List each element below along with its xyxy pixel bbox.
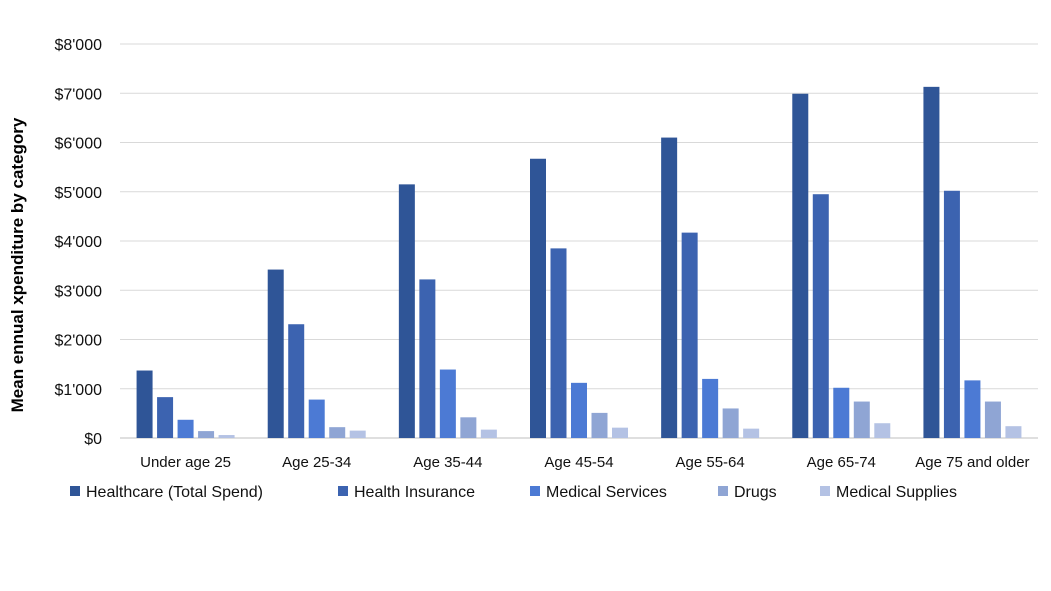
legend-swatch: [530, 486, 540, 496]
bar-medical-services-6: [833, 387, 850, 438]
bar-medical-services-3: [439, 369, 456, 438]
bar-healthcare-total-spend-1: [136, 370, 153, 438]
bar-medical-supplies-4: [612, 427, 628, 438]
legend-swatch: [70, 486, 80, 496]
bar-healthcare-total-spend-6: [792, 93, 809, 439]
bar-medical-supplies-6: [874, 423, 891, 438]
bar-medical-services-1: [177, 419, 194, 438]
y-tick-label: $7'000: [54, 86, 102, 103]
y-axis-ticks: $0 $1'000 $2'000 $3'000 $4'000 $5'000 $6'000 $7…: [54, 37, 102, 448]
bar-drugs-1: [198, 431, 215, 438]
x-category-label: Age 25-34: [282, 454, 351, 471]
y-tick-label: $4'000: [54, 234, 102, 251]
legend-label: Medical Services: [546, 484, 667, 501]
x-category-label: Age 35-44: [413, 454, 482, 471]
y-tick-label: $0: [84, 431, 102, 448]
bar-health-insurance-3: [419, 279, 436, 438]
bar-drugs-4: [591, 412, 608, 438]
gridlines: [120, 43, 1038, 439]
bar-healthcare-total-spend-3: [398, 184, 415, 438]
y-axis-title: Mean ennual xpenditure by category: [8, 117, 27, 412]
y-tick-label: $2'000: [54, 333, 102, 350]
legend: Healthcare (Total Spend) Health Insurance…: [70, 484, 957, 501]
x-axis-categories: Under age 25 Age 25-34 Age 35-44 Age 45-54 A…: [140, 454, 1029, 471]
bar-medical-services-4: [571, 382, 587, 438]
legend-label: Medical Supplies: [836, 484, 957, 501]
legend-label: Health Insurance: [354, 484, 475, 501]
bar-medical-services-7: [964, 380, 981, 438]
bar-drugs-5: [722, 408, 739, 438]
bar-healthcare-total-spend-2: [267, 269, 284, 438]
bar-drugs-3: [460, 417, 477, 438]
x-category-label: Age 55-64: [676, 454, 745, 471]
bar-health-insurance-2: [288, 324, 305, 438]
legend-label: Healthcare (Total Spend): [86, 484, 263, 501]
bar-medical-supplies-1: [218, 435, 235, 438]
bar-drugs-6: [853, 401, 870, 438]
x-category-label: Age 65-74: [807, 454, 876, 471]
x-category-label: Age 75 and older: [915, 454, 1029, 471]
bar-health-insurance-1: [157, 397, 174, 438]
bar-health-insurance-6: [812, 194, 829, 438]
y-tick-label: $6'000: [54, 136, 102, 153]
y-tick-label: $1'000: [54, 382, 102, 399]
bar-medical-services-5: [702, 378, 719, 438]
bar-healthcare-total-spend-7: [923, 86, 940, 438]
bar-medical-supplies-2: [349, 430, 366, 438]
legend-label: Drugs: [734, 484, 777, 501]
bar-health-insurance-5: [681, 232, 698, 438]
legend-swatch: [718, 486, 728, 496]
x-category-label: Under age 25: [140, 454, 231, 471]
y-tick-label: $5'000: [54, 185, 102, 202]
bar-healthcare-total-spend-5: [661, 137, 678, 438]
bar-healthcare-total-spend-4: [530, 158, 546, 438]
bar-medical-supplies-3: [480, 429, 497, 438]
bar-medical-services-2: [308, 399, 325, 438]
bar-health-insurance-4: [550, 248, 567, 438]
bars: [136, 86, 1022, 439]
y-tick-label: $8'000: [54, 37, 102, 54]
legend-swatch: [820, 486, 830, 496]
bar-health-insurance-7: [943, 190, 960, 438]
bar-drugs-2: [329, 427, 346, 438]
legend-swatch: [338, 486, 348, 496]
x-category-label: Age 45-54: [544, 454, 613, 471]
y-tick-label: $3'000: [54, 283, 102, 300]
bar-medical-supplies-7: [1005, 426, 1022, 438]
bar-medical-supplies-5: [743, 428, 760, 438]
bar-drugs-7: [984, 401, 1001, 438]
